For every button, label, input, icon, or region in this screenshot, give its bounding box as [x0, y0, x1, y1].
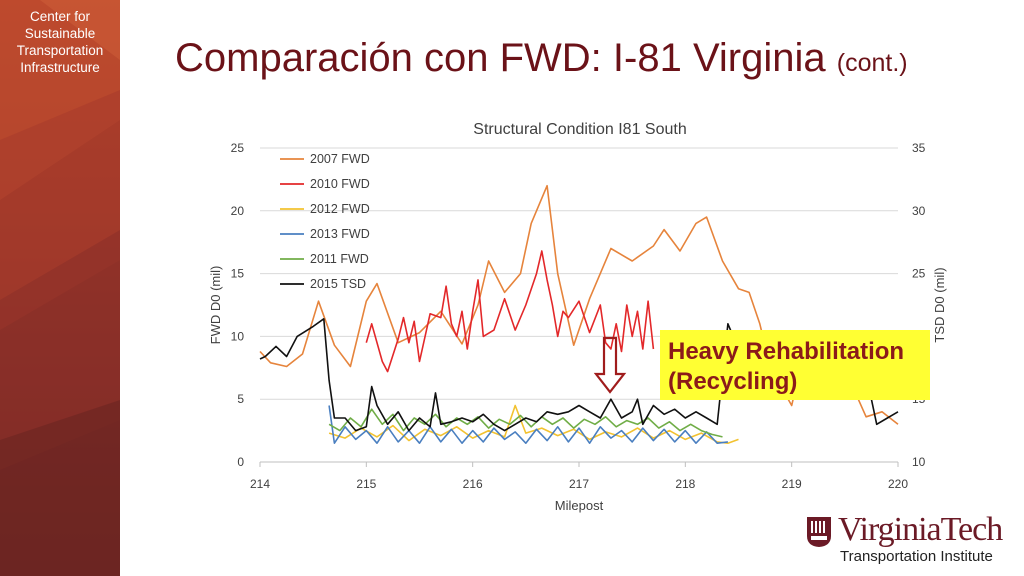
y-tick-label: 0	[237, 455, 244, 469]
y-tick-label: 20	[231, 204, 245, 218]
sidebar-panel: Center for Sustainable Transportation In…	[0, 0, 120, 576]
legend-label: 2013 FWD	[310, 227, 370, 241]
callout-line: Heavy Rehabilitation	[668, 338, 905, 365]
shield-icon	[807, 517, 831, 547]
annotation-arrow	[593, 336, 627, 394]
x-tick-label: 214	[250, 477, 270, 491]
legend-label: 2012 FWD	[310, 202, 370, 216]
slide-title: Comparación con FWD: I-81 Virginia (cont…	[175, 34, 908, 87]
x-tick-label: 217	[569, 477, 589, 491]
institution-name: Center for Sustainable Transportation In…	[0, 8, 120, 76]
legend-label: 2007 FWD	[310, 152, 370, 166]
y-tick-label: 15	[231, 267, 245, 281]
x-tick-label: 215	[356, 477, 376, 491]
callout-line: (Recycling)	[668, 368, 798, 395]
sidebar-pattern	[0, 0, 120, 576]
annotation-callout: Heavy Rehabilitation (Recycling)	[660, 330, 930, 400]
x-axis-label: Milepost	[555, 498, 604, 513]
slide-title-suffix: (cont.)	[836, 49, 908, 77]
y-axis-label: FWD D0 (mil)	[208, 266, 223, 345]
institution-line: Center for	[29, 9, 91, 24]
y-tick-label: 25	[231, 141, 245, 155]
y2-tick-label: 10	[912, 455, 926, 469]
legend-label: 2010 FWD	[310, 177, 370, 191]
y-tick-label: 10	[231, 329, 245, 343]
slide-title-main: Comparación con FWD: I-81 Virginia	[175, 36, 826, 80]
series-line	[365, 250, 655, 373]
y2-tick-label: 25	[912, 267, 926, 281]
institution-line: Transportation	[16, 43, 104, 58]
structural-condition-chart: 0510152025101520253035214215216217218219…	[208, 121, 947, 513]
legend-label: 2011 FWD	[310, 252, 369, 266]
logo-subtitle: Transportation Institute	[840, 548, 993, 565]
x-tick-label: 216	[463, 477, 483, 491]
institution-line: Infrastructure	[20, 60, 100, 75]
series-line	[328, 405, 728, 445]
virginia-tech-logo: VirginiaTech Transportation Institute	[806, 511, 1011, 570]
y-tick-label: 5	[237, 392, 244, 406]
institution-line: Sustainable	[24, 26, 96, 41]
x-tick-label: 218	[675, 477, 695, 491]
x-tick-label: 220	[888, 477, 908, 491]
series-line	[328, 404, 739, 445]
y2-tick-label: 35	[912, 141, 926, 155]
x-tick-label: 219	[782, 477, 802, 491]
chart-title: Structural Condition I81 South	[473, 121, 686, 138]
y2-axis-label: TSD D0 (mil)	[932, 267, 947, 342]
legend-label: 2015 TSD	[310, 277, 366, 291]
y2-tick-label: 30	[912, 204, 926, 218]
logo-wordmark: VirginiaTech	[838, 511, 1003, 548]
